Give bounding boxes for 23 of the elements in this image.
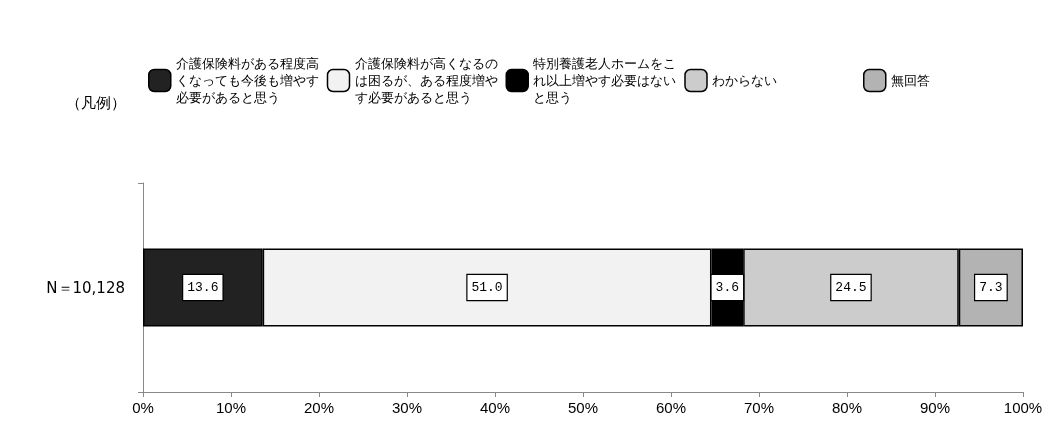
data-label: 51.0 [471, 280, 503, 295]
data-label: 13.6 [187, 280, 219, 295]
x-tick-label: 80% [831, 399, 863, 416]
legend-label: 特別養護老人ホームをこれ以上増やす必要はないと思う [533, 56, 677, 105]
data-label: 7.3 [979, 280, 1003, 295]
data-label: 24.5 [835, 280, 867, 295]
legend-title: （凡例） [66, 94, 126, 112]
x-tick-label: 30% [391, 399, 423, 416]
x-tick-label: 0% [132, 399, 154, 416]
x-tick-label: 70% [743, 399, 775, 416]
x-tick-label: 50% [567, 399, 599, 416]
data-label: 3.6 [715, 280, 740, 295]
legend-label: 介護保険料がある程度高くなっても今後も増やす必要があると思う [175, 56, 319, 105]
y-tick-label: N＝10,128 [46, 278, 125, 297]
x-tick-label: 40% [479, 399, 511, 416]
x-tick-label: 60% [655, 399, 687, 416]
legend-label: わからない [712, 73, 777, 88]
x-tick-label: 90% [919, 399, 951, 416]
x-tick-label: 10% [215, 399, 247, 416]
legend-label: 無回答 [890, 73, 930, 88]
x-tick-label: 20% [303, 399, 335, 416]
x-tick-label: 100% [1003, 399, 1043, 416]
legend-label: 介護保険料が高くなるのは困るが、ある程度増やす必要があると思う [354, 56, 498, 105]
